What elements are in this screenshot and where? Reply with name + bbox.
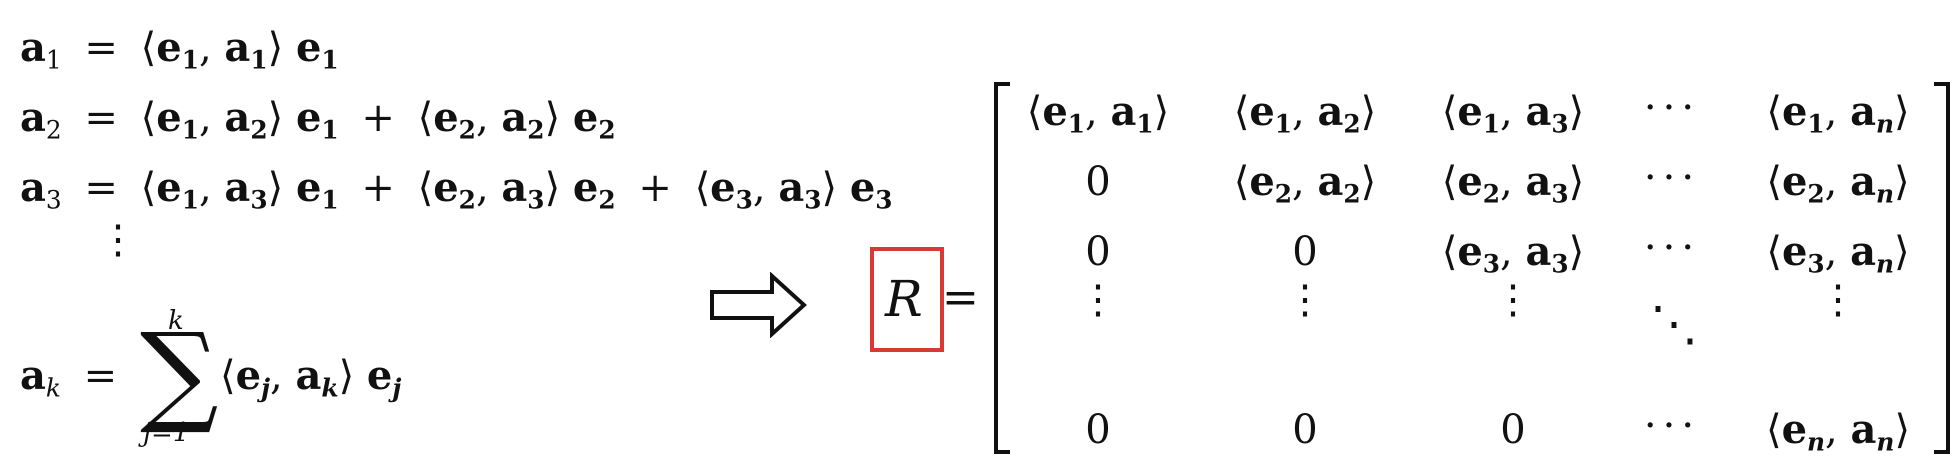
summation-sign: ∑ <box>140 309 219 437</box>
equals-sign: = <box>84 25 118 71</box>
highlight-box <box>870 247 944 352</box>
matrix-cell-hdots: ··· <box>1643 225 1701 271</box>
matrix-cell-hdots: ··· <box>1643 155 1701 201</box>
matrix-equals-sign: = <box>942 272 979 323</box>
matrix-cell-inner-product: ⟨e1, a2⟩ <box>1233 88 1377 139</box>
matrix-name: R <box>885 270 923 328</box>
equation-a1: a1 = ⟨e1, a1⟩ e1 <box>20 28 339 73</box>
inner-product-term: ⟨e3, a3⟩ e3 <box>694 164 893 215</box>
matrix-cell-hdots: ··· <box>1643 85 1701 131</box>
matrix-cell-inner-product: ⟨en, an⟩ <box>1765 406 1911 457</box>
lhs-subscript: 3 <box>45 185 62 215</box>
matrix-cell-zero: 0 <box>1292 407 1318 453</box>
matrix-cell-inner-product: ⟨e3, an⟩ <box>1766 228 1910 279</box>
lhs-subscript: 1 <box>45 45 62 75</box>
matrix-right-bracket <box>1934 82 1950 454</box>
matrix-cell-inner-product: ⟨e1, a3⟩ <box>1441 88 1585 139</box>
matrix-cell-inner-product: ⟨e1, an⟩ <box>1766 88 1910 139</box>
lhs-vector: a <box>20 352 46 399</box>
equals-sign: = <box>84 165 118 211</box>
equation-a2: a2 = ⟨e1, a2⟩ e1 + ⟨e2, a2⟩ e2 <box>20 98 616 143</box>
matrix-cell-inner-product: ⟨e1, a1⟩ <box>1026 88 1170 139</box>
matrix-cell-inner-product: ⟨e3, a3⟩ <box>1441 228 1585 279</box>
sum-lower-limit: j=1 <box>143 418 190 448</box>
matrix-left-bracket <box>994 82 1010 454</box>
double-arrow-right-icon <box>710 272 807 338</box>
inner-product-term: ⟨e2, a2⟩ e2 <box>417 94 616 145</box>
equation-a3: a3 = ⟨e1, a3⟩ e1 + ⟨e2, a3⟩ e2 + ⟨e3, a3… <box>20 168 893 213</box>
matrix-cell-zero: 0 <box>1500 407 1526 453</box>
plus-sign: + <box>361 165 395 211</box>
inner-product-term: ⟨e1, a3⟩ e1 <box>140 164 339 215</box>
matrix-cell-vdots: ⋮ <box>1493 277 1533 323</box>
equation-ak-lhs: ak = <box>20 356 127 401</box>
matrix-cell-ddots: ⋱ <box>1650 296 1698 352</box>
matrix-cell-zero: 0 <box>1085 159 1111 205</box>
equals-sign: = <box>83 353 118 399</box>
matrix-cell-zero: 0 <box>1292 229 1318 275</box>
lhs-subscript: k <box>45 373 61 403</box>
matrix-cell-vdots: ⋮ <box>1285 277 1325 323</box>
matrix-cell-vdots: ⋮ <box>1078 277 1118 323</box>
matrix-cell-vdots: ⋮ <box>1818 277 1858 323</box>
sum-upper-limit: k <box>168 306 184 336</box>
matrix-cell-inner-product: ⟨e2, a2⟩ <box>1233 158 1377 209</box>
lhs-vector: a <box>20 24 46 71</box>
equals-sign: = <box>84 95 118 141</box>
inner-product-term: ⟨e1, a1⟩ e1 <box>140 24 339 75</box>
lhs-vector: a <box>20 94 46 141</box>
matrix-cell-zero: 0 <box>1085 407 1111 453</box>
plus-sign: + <box>361 95 395 141</box>
matrix-cell-inner-product: ⟨e2, an⟩ <box>1766 158 1910 209</box>
inner-product-term: ⟨e1, a2⟩ e1 <box>140 94 339 145</box>
vertical-ellipsis: ⋮ <box>98 217 138 263</box>
matrix-cell-hdots: ··· <box>1643 403 1701 449</box>
matrix-cell-zero: 0 <box>1085 229 1111 275</box>
lhs-subscript: 2 <box>45 115 62 145</box>
inner-product-term: ⟨e2, a3⟩ e2 <box>417 164 616 215</box>
summand-term: ⟨ej, ak⟩ ej <box>220 352 402 403</box>
plus-sign: + <box>638 165 672 211</box>
lhs-vector: a <box>20 164 46 211</box>
matrix-cell-inner-product: ⟨e2, a3⟩ <box>1441 158 1585 209</box>
